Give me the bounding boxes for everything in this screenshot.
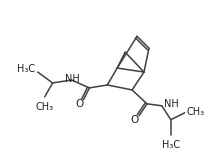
Text: O: O xyxy=(130,115,138,125)
Text: H₃C: H₃C xyxy=(162,140,180,150)
Text: CH₃: CH₃ xyxy=(36,102,54,112)
Text: CH₃: CH₃ xyxy=(187,107,205,117)
Text: NH: NH xyxy=(65,74,80,84)
Text: NH: NH xyxy=(164,99,179,109)
Text: O: O xyxy=(75,99,84,109)
Text: H₃C: H₃C xyxy=(17,64,35,74)
